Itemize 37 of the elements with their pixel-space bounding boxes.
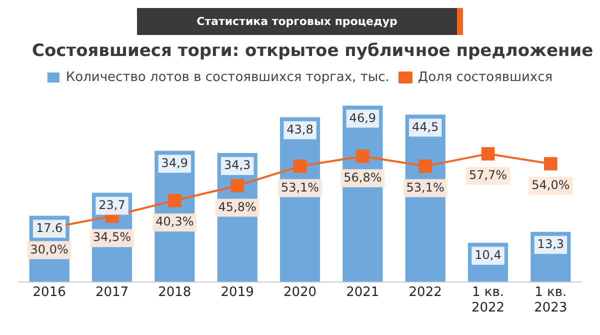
chart-subtitle: Статистика торговых процедур [136, 8, 464, 35]
data-label: 53,1% [280, 180, 320, 194]
data-label: 46,9 [349, 110, 376, 125]
x-tick-label: 2018 [158, 284, 192, 300]
data-label: 45,8% [218, 200, 256, 214]
point [418, 160, 432, 173]
legend-label: Количество лотов в состоявшихся торгах, тыс. [66, 70, 390, 85]
x-tick-label: 2021 [346, 284, 380, 300]
data-label: 57,7% [468, 168, 508, 182]
point [356, 150, 370, 163]
data-label: 34,9 [161, 156, 188, 170]
data-label: 54,0% [532, 178, 570, 192]
x-tick-label: 2016 [32, 284, 66, 300]
x-tick-label: 1 кв. 2023 [534, 284, 568, 316]
x-tick-label: 2019 [220, 284, 254, 300]
chart-title: Состоявшиеся торги: открытое публичное предложение [31, 41, 594, 61]
x-tick-label: 2020 [283, 284, 317, 300]
point [293, 160, 307, 173]
data-label: 53,1% [406, 180, 444, 194]
data-label: 43,8 [286, 122, 314, 136]
legend-label: Доля состоявшихся [418, 70, 553, 85]
data-label: 34,3 [224, 158, 251, 172]
data-label: 40,3% [156, 214, 194, 229]
data-label: 34,5% [92, 230, 132, 244]
data-label: 56,8% [344, 170, 382, 184]
data-label: 13,3 [537, 236, 564, 251]
x-tick-label: 2017 [95, 284, 129, 300]
point [481, 147, 495, 160]
data-label: 23,7 [98, 198, 126, 212]
data-label: 10,4 [474, 248, 502, 262]
data-label: 30,0% [30, 242, 68, 256]
point [168, 194, 182, 208]
data-label: 44,5 [412, 120, 439, 134]
point [230, 179, 244, 192]
x-tick-label: 1 кв. 2022 [471, 284, 505, 316]
x-tick-label: 2022 [408, 284, 442, 300]
point [544, 157, 558, 170]
